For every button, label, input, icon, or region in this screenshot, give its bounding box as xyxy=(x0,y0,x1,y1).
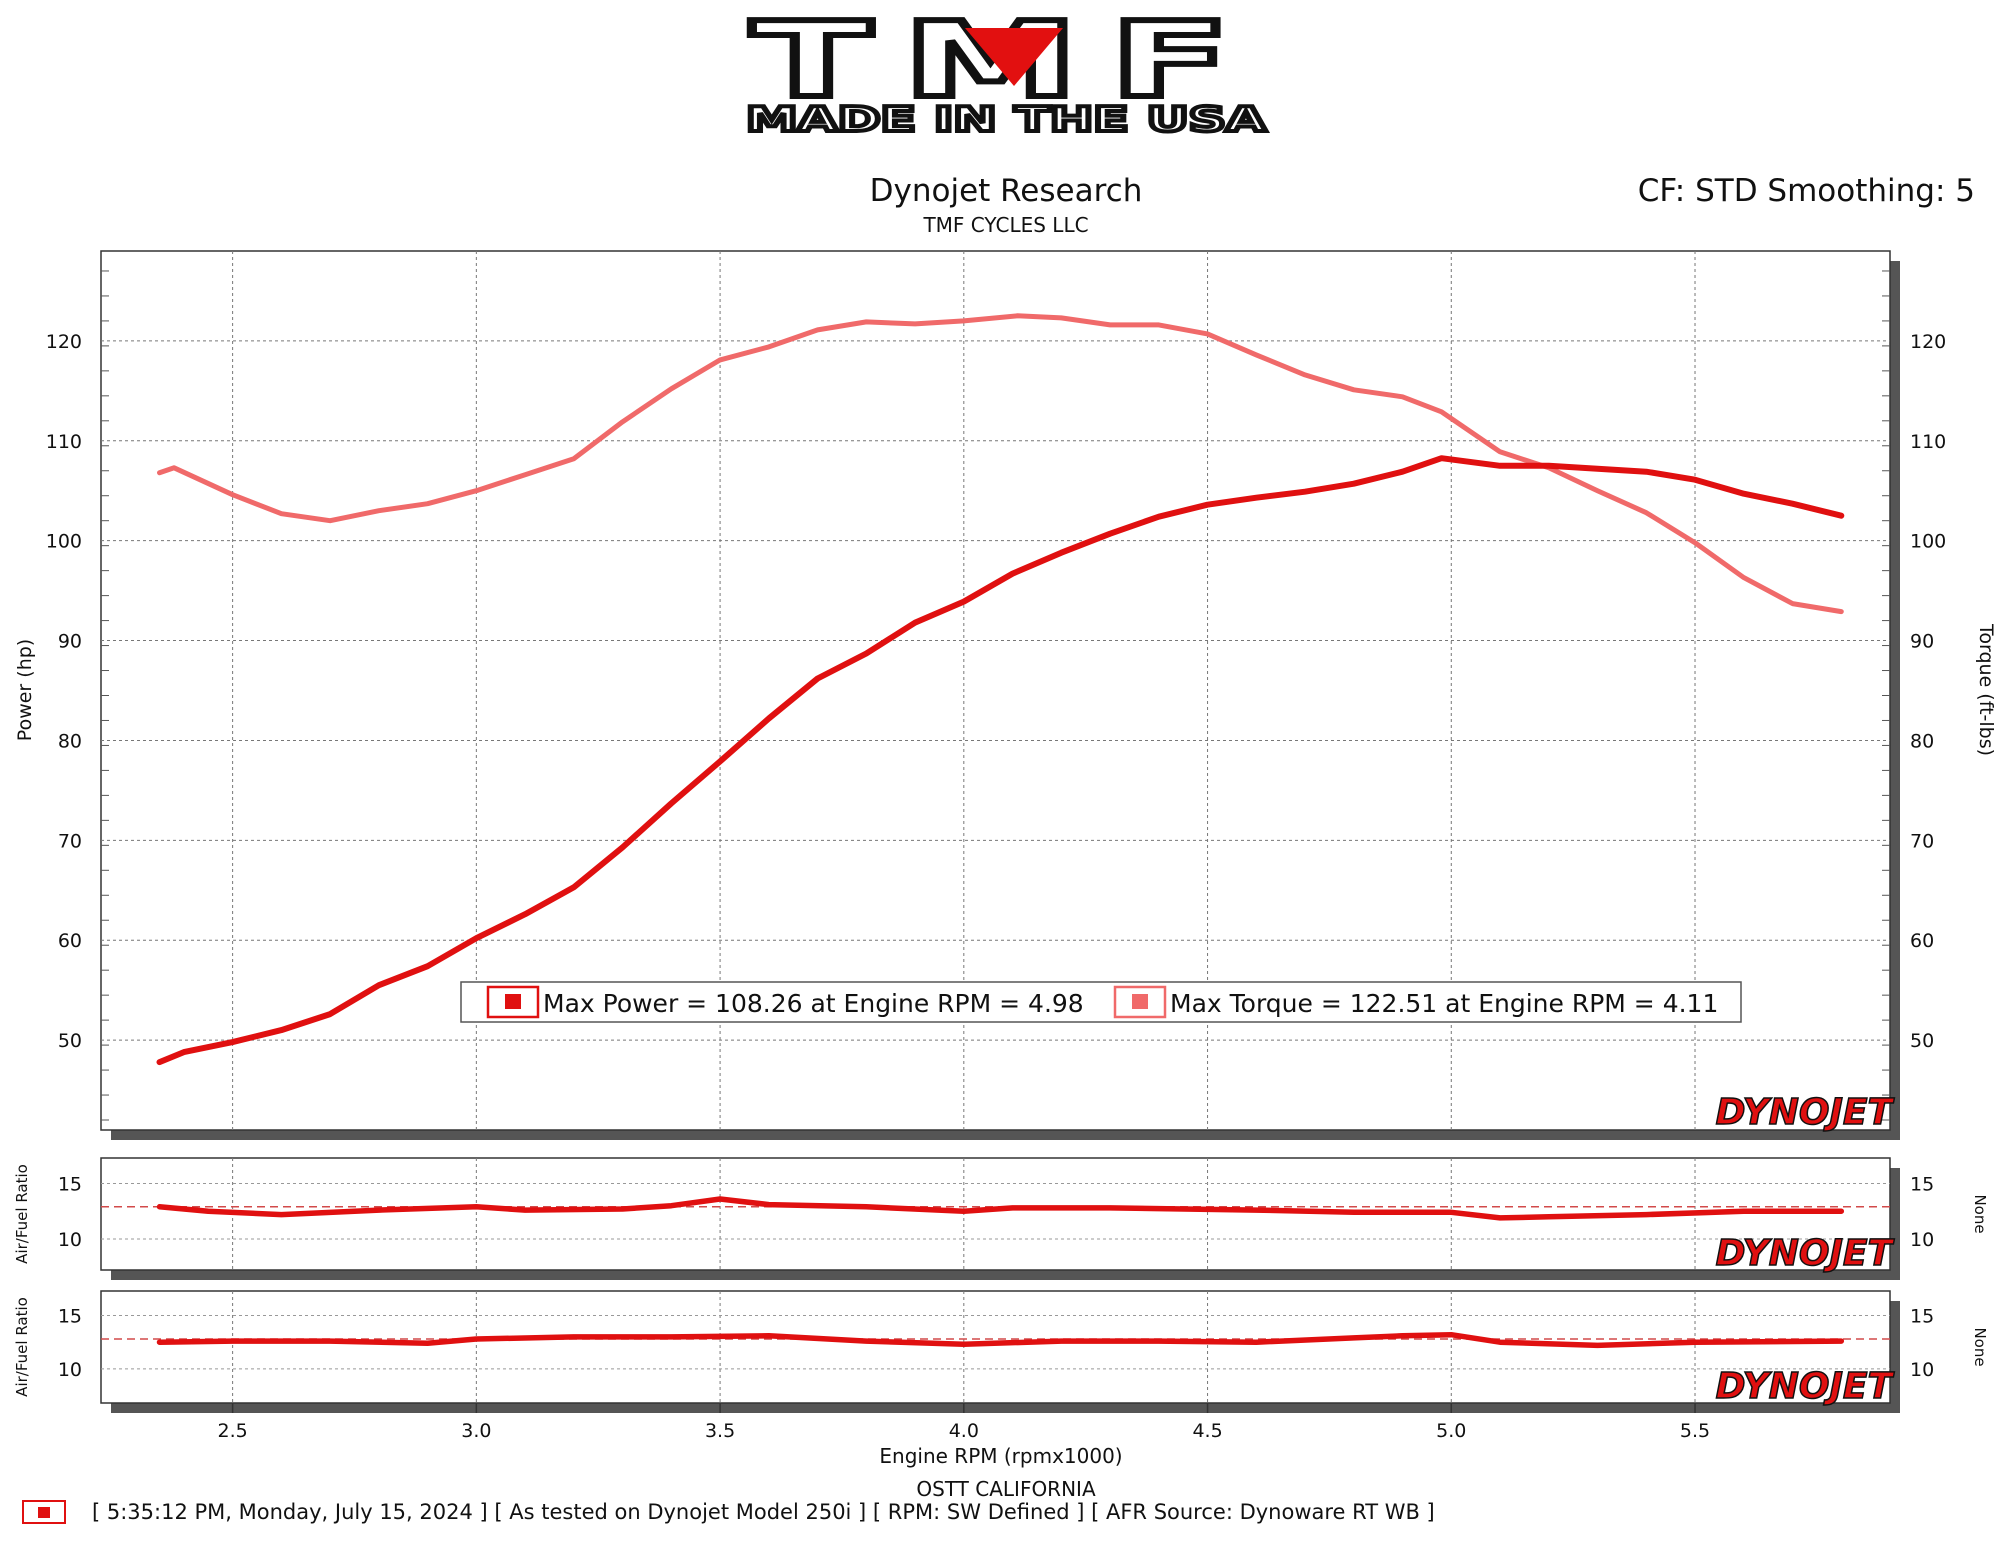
afr2-right-label: None xyxy=(1971,1327,1989,1366)
dynojet-watermark-afr1: DYNOJET xyxy=(1716,1233,1895,1274)
x-axis-ticks: 2.5 3.0 3.5 4.0 4.5 5.0 5.5 xyxy=(218,1403,1710,1442)
afr2-axis-label: Air/Fuel Ratio xyxy=(13,1297,31,1397)
legend-torque-label: Max Torque = 122.51 at Engine RPM = 4.11 xyxy=(1170,989,1718,1018)
afr1-axis-label: Air/Fuel Ratio xyxy=(13,1164,31,1264)
power-series-line xyxy=(156,455,1845,1066)
x-tick-label: 3.0 xyxy=(461,1420,491,1442)
chart-title: Dynojet Research xyxy=(870,173,1143,209)
power-tick-label: 70 xyxy=(58,830,82,852)
chart-settings: CF: STD Smoothing: 5 xyxy=(1638,173,1975,209)
legend-power-swatch-fill xyxy=(505,994,521,1009)
footer-run-info: [ 5:35:12 PM, Monday, July 15, 2024 ] [ … xyxy=(92,1500,1435,1524)
afr1-right-label: None xyxy=(1971,1194,1989,1233)
afr1-tick-label-left: 15 xyxy=(58,1174,82,1196)
power-tick-label: 60 xyxy=(58,930,82,952)
afr1-series-line xyxy=(156,1196,1845,1221)
power-tick-label: 90 xyxy=(58,631,82,653)
logo-red-triangle xyxy=(965,28,1063,86)
footer-location: OSTT CALIFORNIA xyxy=(916,1477,1096,1501)
torque-axis-ticks: 50 60 70 80 90 100 110 120 xyxy=(1910,331,1946,1052)
afr2-series-line xyxy=(156,1331,1845,1349)
power-axis-ticks: 50 60 70 80 90 100 110 120 xyxy=(46,331,82,1052)
torque-tick-label: 60 xyxy=(1910,930,1934,952)
x-tick-label: 4.5 xyxy=(1192,1420,1222,1442)
torque-tick-label: 90 xyxy=(1910,631,1934,653)
power-tick-label: 50 xyxy=(58,1030,82,1052)
afr2-axis-ticks: 10 10 15 15 xyxy=(58,1306,1934,1381)
chart-subtitle: TMF CYCLES LLC xyxy=(922,213,1088,237)
torque-tick-label: 100 xyxy=(1910,531,1946,553)
torque-tick-label: 120 xyxy=(1910,331,1946,353)
power-tick-label: 100 xyxy=(46,531,82,553)
x-tick-label: 2.5 xyxy=(218,1420,248,1442)
torque-tick-label: 70 xyxy=(1910,830,1934,852)
afr2-tick-label-left: 15 xyxy=(58,1306,82,1328)
legend: Max Power = 108.26 at Engine RPM = 4.98 … xyxy=(460,981,1742,1023)
power-axis-label: Power (hp) xyxy=(14,639,36,741)
afr2-tick-label-right: 10 xyxy=(1910,1359,1934,1381)
tmf-logo: TMF MADE IN THE USA xyxy=(744,0,1269,142)
torque-series-line xyxy=(157,313,1844,615)
x-tick-label: 5.5 xyxy=(1680,1420,1710,1442)
x-tick-label: 5.0 xyxy=(1436,1420,1466,1442)
main-grid xyxy=(101,251,1890,1130)
torque-tick-label: 110 xyxy=(1910,431,1946,453)
afr-panel-2: 10 10 15 15 Air/Fuel Ratio None DYNOJET xyxy=(13,1290,1989,1413)
legend-torque-swatch-fill xyxy=(1132,994,1148,1009)
afr1-tick-label-right: 10 xyxy=(1910,1229,1934,1251)
legend-power-label: Max Power = 108.26 at Engine RPM = 4.98 xyxy=(543,989,1084,1018)
logo-tagline: MADE IN THE USA xyxy=(746,100,1267,140)
torque-axis-label: Torque (ft-lbs) xyxy=(1975,623,1997,756)
torque-tick-label: 80 xyxy=(1910,730,1934,752)
dynojet-watermark: DYNOJET xyxy=(1716,1092,1895,1133)
legend-box xyxy=(460,981,1742,1023)
power-tick-label: 110 xyxy=(46,431,82,453)
x-tick-label: 4.0 xyxy=(949,1420,979,1442)
x-axis-label: Engine RPM (rpmx1000) xyxy=(879,1444,1122,1468)
afr1-axis-ticks: 10 10 15 15 xyxy=(58,1174,1934,1251)
x-tick-label: 3.5 xyxy=(705,1420,735,1442)
power-tick-label: 80 xyxy=(58,730,82,752)
afr-panel-1: 10 10 15 15 Air/Fuel Ratio None DYNOJET xyxy=(13,1157,1989,1280)
afr1-tick-label-left: 10 xyxy=(58,1229,82,1251)
afr2-tick-label-right: 15 xyxy=(1910,1306,1934,1328)
afr2-tick-label-left: 10 xyxy=(58,1359,82,1381)
torque-tick-label: 50 xyxy=(1910,1030,1934,1052)
afr1-tick-label-right: 15 xyxy=(1910,1174,1934,1196)
footer-run-swatch xyxy=(22,1500,66,1524)
power-tick-label: 120 xyxy=(46,331,82,353)
dynojet-watermark-afr2: DYNOJET xyxy=(1716,1366,1895,1407)
